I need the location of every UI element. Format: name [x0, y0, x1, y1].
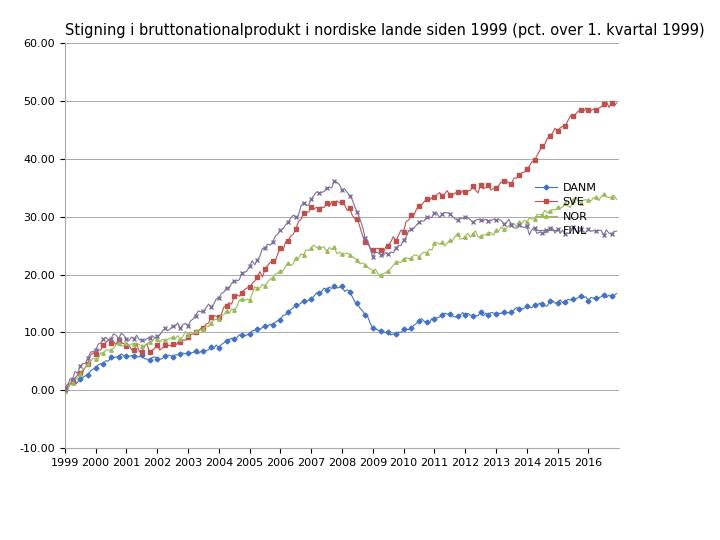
NOR [60, 387, 69, 394]
FINL [330, 178, 338, 184]
SVE [528, 158, 536, 165]
DANM [376, 327, 384, 334]
DANM [184, 350, 192, 356]
SVE [612, 100, 621, 106]
SVE [484, 182, 492, 188]
SVE [602, 98, 611, 105]
NOR [487, 230, 495, 236]
DANM [612, 290, 621, 296]
NOR [382, 269, 390, 276]
FINL [199, 308, 208, 315]
SVE [60, 386, 69, 393]
FINL [530, 225, 539, 231]
Line: DANM: DANM [63, 285, 618, 392]
NOR [186, 329, 195, 335]
NOR [530, 216, 539, 222]
SVE [199, 325, 208, 332]
DANM [338, 283, 346, 289]
SVE [379, 251, 387, 258]
Legend: DANM, SVE, NOR, FINL: DANM, SVE, NOR, FINL [531, 178, 601, 241]
NOR [202, 322, 210, 329]
DANM [199, 348, 208, 354]
FINL [184, 322, 192, 329]
Text: Stigning i bruttonationalprodukt i nordiske lande siden 1999 (pct. over 1. kvart: Stigning i bruttonationalprodukt i nordi… [65, 23, 704, 38]
Line: NOR: NOR [63, 192, 618, 393]
DANM [530, 302, 539, 308]
DANM [60, 387, 69, 393]
NOR [63, 387, 72, 394]
FINL [487, 218, 495, 224]
SVE [374, 245, 382, 252]
NOR [376, 272, 384, 279]
Line: FINL: FINL [63, 179, 618, 392]
FINL [612, 228, 621, 234]
SVE [184, 334, 192, 341]
DANM [487, 309, 495, 316]
NOR [612, 196, 621, 202]
Line: SVE: SVE [63, 100, 618, 391]
DANM [382, 329, 390, 336]
FINL [60, 387, 69, 393]
FINL [382, 249, 390, 256]
FINL [376, 251, 384, 258]
NOR [600, 191, 608, 197]
